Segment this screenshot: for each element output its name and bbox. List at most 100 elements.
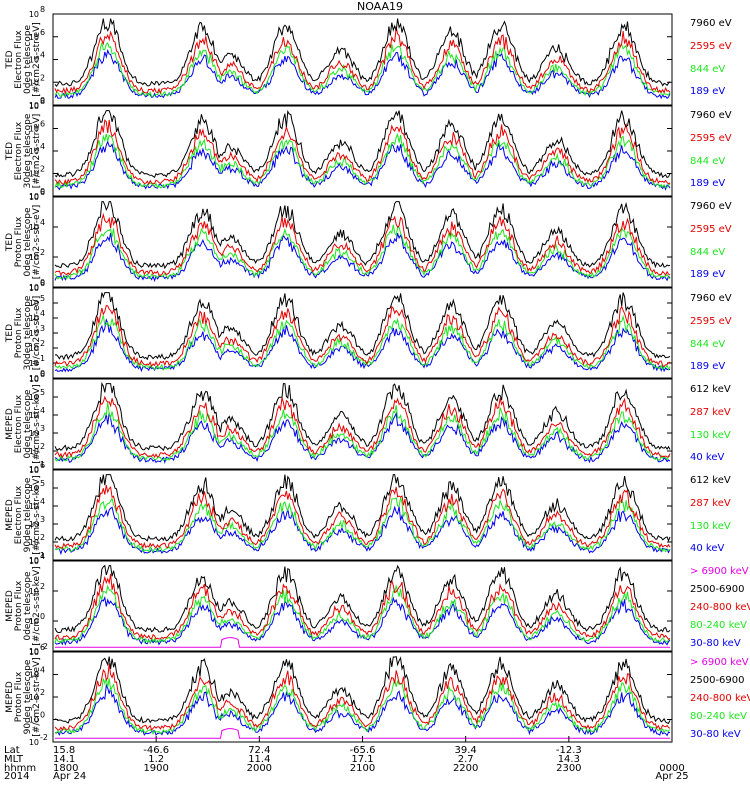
y-axis-label-line: [#/cm2-s-str-eV] <box>32 205 42 280</box>
y-tick-exponent: 6 <box>40 461 45 470</box>
y-tick-label: 10 <box>29 78 39 87</box>
y-tick-exponent: -2 <box>40 642 48 651</box>
series-line <box>54 224 671 280</box>
y-tick-label: 10 <box>29 429 39 438</box>
x-axis-value: Apr 25 <box>655 771 688 782</box>
y-tick-label: 10 <box>29 101 39 110</box>
x-axis-value: 15.8 <box>53 745 75 756</box>
legend-entry: 240-800 keV <box>690 693 750 704</box>
y-tick-label: 10 <box>29 520 39 529</box>
legend-entry: 7960 eV <box>690 201 732 212</box>
y-axis-label-line: [#/cm2-s-str-eV] <box>32 296 42 371</box>
y-tick-exponent: 4 <box>40 666 45 675</box>
y-tick-label: 10 <box>29 33 39 42</box>
y-tick-exponent: 1 <box>40 551 45 560</box>
x-axis-value: 11.4 <box>248 754 270 765</box>
series-line <box>54 133 671 189</box>
y-axis-label-line: [#/cm2-s-str-eV] <box>32 114 42 189</box>
x-axis-value: 2200 <box>453 763 478 774</box>
y-tick-label: 10 <box>29 314 39 323</box>
y-tick-label: 10 <box>29 502 39 511</box>
y-tick-exponent: 1 <box>40 460 45 469</box>
y-tick-exponent: 5 <box>40 388 45 397</box>
legend-entry: 2595 eV <box>690 316 732 327</box>
x-axis-value: 14.1 <box>53 754 75 765</box>
y-tick-label: 10 <box>29 738 39 747</box>
y-axis-label-line: [#/cm2-s-str-keV] <box>32 475 42 554</box>
legend-entry: 189 eV <box>690 361 725 372</box>
y-axis-label-line: 0deg telescope <box>23 207 33 277</box>
legend-entry: 80-240 keV <box>690 620 747 631</box>
y-tick-label: 10 <box>29 375 39 384</box>
y-tick-exponent: 3 <box>40 515 45 524</box>
series-line <box>54 663 671 732</box>
legend-entry: 189 eV <box>690 269 725 280</box>
series-line <box>54 381 671 452</box>
y-tick-exponent: 2 <box>40 442 45 451</box>
y-tick-exponent: 6 <box>40 188 45 197</box>
y-tick-exponent: 0 <box>40 278 45 287</box>
legend-entry: 612 keV <box>690 384 731 395</box>
x-axis-value: 1900 <box>143 763 168 774</box>
series-line <box>54 119 671 186</box>
legend-entry: 40 keV <box>690 543 724 554</box>
x-axis-value: 2100 <box>350 763 375 774</box>
legend-entry: 7960 eV <box>690 293 732 304</box>
y-axis-label-line: Electron Flux <box>14 394 24 453</box>
y-tick-exponent: 4 <box>40 51 45 60</box>
y-tick-label: 10 <box>29 147 39 156</box>
series-line <box>54 678 671 735</box>
y-tick-label: 10 <box>29 617 39 626</box>
y-axis-label-line: 90deg telescope <box>23 659 33 734</box>
y-axis-label-line: TED <box>5 142 15 161</box>
legend-entry: 2595 eV <box>690 41 732 52</box>
y-tick-label: 10 <box>29 192 39 201</box>
y-axis-label-line: MEPED <box>5 408 15 440</box>
x-axis-value: Apr 24 <box>53 771 86 782</box>
series-line <box>54 655 671 725</box>
y-tick-exponent: 8 <box>40 5 45 14</box>
y-tick-exponent: 4 <box>40 218 45 227</box>
y-tick-exponent: 1 <box>40 354 45 363</box>
y-tick-exponent: 4 <box>40 309 45 318</box>
panel-frame <box>52 378 673 470</box>
y-axis-label-line: 0deg telescope <box>23 25 33 95</box>
legend-entry: 30-80 keV <box>690 729 741 740</box>
y-tick-label: 10 <box>29 466 39 475</box>
y-axis-label-line: MEPED <box>5 499 15 531</box>
y-tick-label: 10 <box>29 56 39 65</box>
legend-entry: 189 eV <box>690 178 725 189</box>
y-tick-label: 10 <box>29 647 39 656</box>
y-tick-label: 10 <box>29 557 39 566</box>
y-tick-exponent: 2 <box>40 339 45 348</box>
series-line <box>55 637 670 648</box>
y-tick-label: 10 <box>29 538 39 547</box>
series-line <box>54 411 671 464</box>
y-tick-exponent: 6 <box>40 28 45 37</box>
legend-entry: 40 keV <box>690 452 724 463</box>
y-tick-exponent: 2 <box>40 248 45 257</box>
y-tick-label: 10 <box>29 716 39 725</box>
y-axis-label-line: Proton Flux <box>14 216 24 267</box>
series-line <box>54 497 671 553</box>
y-tick-label: 10 <box>29 253 39 262</box>
y-axis-label-line: 30deg telescope <box>23 113 33 188</box>
y-tick-label: 10 <box>29 447 39 456</box>
x-axis-row-label: Lat <box>4 745 20 756</box>
legend-entry: > 6900 keV <box>690 566 749 577</box>
legend-entry: 189 eV <box>690 86 725 97</box>
y-tick-exponent: -2 <box>40 733 48 742</box>
legend-entry: 130 keV <box>690 430 731 441</box>
x-axis-value: 2300 <box>556 763 581 774</box>
y-axis-label-line: Proton Flux <box>14 671 24 722</box>
y-tick-label: 10 <box>29 125 39 134</box>
y-axis-label-line: 90deg telescope <box>23 477 33 552</box>
legend-entry: > 6900 keV <box>690 657 749 668</box>
legend-entry: 240-800 keV <box>690 602 750 613</box>
series-line <box>54 485 671 549</box>
